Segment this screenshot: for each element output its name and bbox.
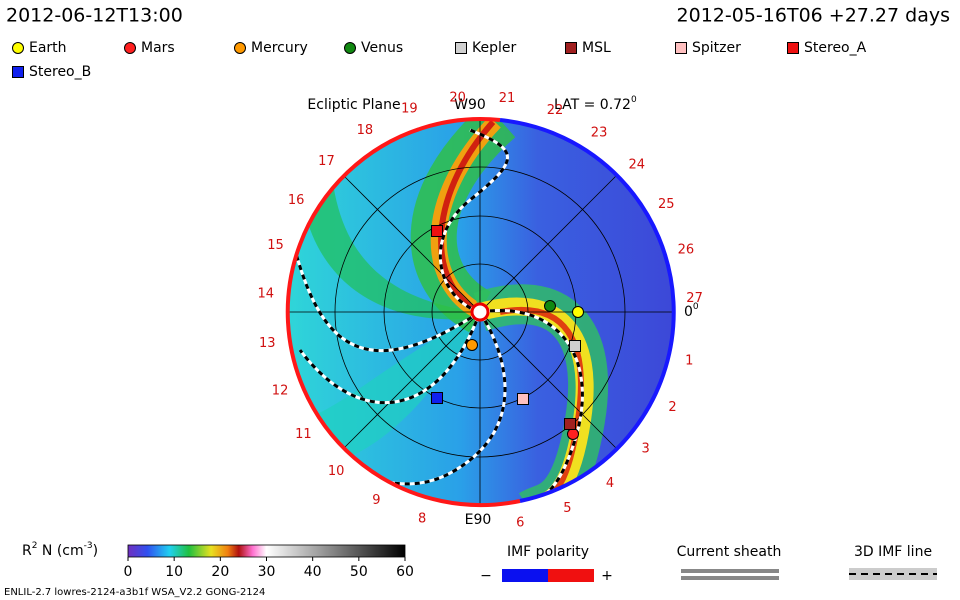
marker (344, 42, 356, 54)
marker (564, 418, 576, 430)
sector-label: 12 (272, 384, 289, 399)
sheath-line (681, 576, 779, 580)
colorbar (127, 544, 406, 558)
marker (431, 225, 443, 237)
lat-text: LAT = 0.72 (554, 97, 631, 113)
zero-text: 0 (684, 304, 693, 320)
legend-label: Earth (29, 40, 67, 56)
legend-label: Kepler (472, 40, 516, 56)
colorbar-label: R2 N (cm-3) (22, 541, 98, 560)
cb-sup: 2 (32, 541, 38, 551)
zero-label: 00 (684, 302, 699, 321)
cb-sup2: -3 (84, 541, 93, 551)
zero-sup: 0 (693, 302, 699, 312)
outer-ring-positive (499, 118, 676, 503)
colorbar-tick-label: 50 (350, 564, 368, 580)
marker (124, 42, 136, 54)
sector-label: 2 (668, 400, 676, 415)
cb-r: R (22, 543, 32, 559)
legend-label: Spitzer (692, 40, 741, 56)
sector-label: 6 (516, 516, 524, 531)
legend-label: Mercury (251, 40, 308, 56)
sector-label: 24 (629, 157, 646, 172)
legend-label: MSL (582, 40, 611, 56)
sector-label: 10 (328, 464, 345, 479)
marker (517, 393, 529, 405)
sector-label: 3 (642, 442, 650, 457)
sector-label: 22 (547, 103, 564, 118)
sector-label: 25 (658, 197, 675, 212)
marker (466, 339, 478, 351)
legend-label: Stereo_B (29, 64, 91, 80)
colorbar-tick-label: 10 (165, 564, 183, 580)
marker (567, 428, 579, 440)
imf-title: IMF polarity (507, 544, 589, 560)
marker (675, 42, 687, 54)
sector-label: 13 (259, 336, 276, 351)
outer-ring-negative (285, 117, 521, 507)
sector-label: 21 (499, 91, 516, 106)
sector-label: 19 (401, 101, 418, 116)
sector-label: 4 (606, 476, 614, 491)
marker (12, 66, 24, 78)
colorbar-tick-label: 0 (124, 564, 133, 580)
sun (470, 302, 490, 322)
cb-mid: N (cm (37, 543, 83, 559)
sector-label: 1 (685, 354, 693, 369)
colorbar-ticks: 0 10 20 30 40 50 60 (124, 557, 414, 580)
sector-label: 17 (318, 154, 335, 169)
cb-end: ) (93, 543, 98, 559)
marker (569, 340, 581, 352)
legend: Earth Mars Mercury Venus Kepler MSL Spitzer Ste… (12, 40, 867, 80)
sector-label: 18 (357, 123, 374, 138)
legend-label: Venus (361, 40, 403, 56)
sheath-title: Current sheath (677, 544, 782, 560)
marker (572, 306, 584, 318)
sector-label: 8 (418, 512, 426, 527)
sector-label: 20 (449, 91, 466, 106)
imf-plus: + (601, 568, 613, 584)
sector-label: 23 (591, 125, 608, 140)
legend-label: Stereo_A (804, 40, 867, 56)
sector-label: 16 (288, 193, 305, 208)
footer: ENLIL-2.7 lowres-2124-a3b1f WSA_V2.2 GON… (4, 587, 265, 598)
colorbar-tick-label: 60 (396, 564, 414, 580)
marker (431, 392, 443, 404)
imf-line-bg (849, 568, 937, 580)
bottom-label: E90 (465, 512, 492, 528)
marker (565, 42, 577, 54)
run-info: 2012-05-16T06 +27.27 days (677, 5, 950, 27)
imf-minus: − (480, 568, 492, 584)
sector-label: 15 (267, 238, 284, 253)
top-label: W90 (454, 97, 486, 113)
marker (12, 42, 24, 54)
imf-negative (502, 569, 548, 582)
marker (234, 42, 246, 54)
imf-positive (548, 569, 594, 582)
sector-label: 14 (257, 286, 274, 301)
lat-label: LAT = 0.720 (554, 95, 637, 114)
marker (787, 42, 799, 54)
legend-label: Mars (141, 40, 175, 56)
timestamp: 2012-06-12T13:00 (6, 5, 183, 27)
bodies (431, 225, 584, 440)
marker (544, 300, 556, 312)
colorbar-tick-label: 20 (211, 564, 229, 580)
marker (455, 42, 467, 54)
sector-label: 5 (563, 501, 571, 516)
lat-sup: 0 (631, 95, 637, 105)
sheath-line (681, 569, 779, 573)
sector-label: 11 (295, 427, 312, 442)
plot-title: Ecliptic Plane (307, 97, 400, 113)
sector-label: 9 (372, 493, 380, 508)
sector-label: 26 (678, 242, 695, 257)
sector-label: 27 (686, 291, 703, 306)
colorbar-tick-label: 40 (304, 564, 322, 580)
imf-line-title: 3D IMF line (854, 544, 932, 560)
colorbar-tick-label: 30 (258, 564, 276, 580)
